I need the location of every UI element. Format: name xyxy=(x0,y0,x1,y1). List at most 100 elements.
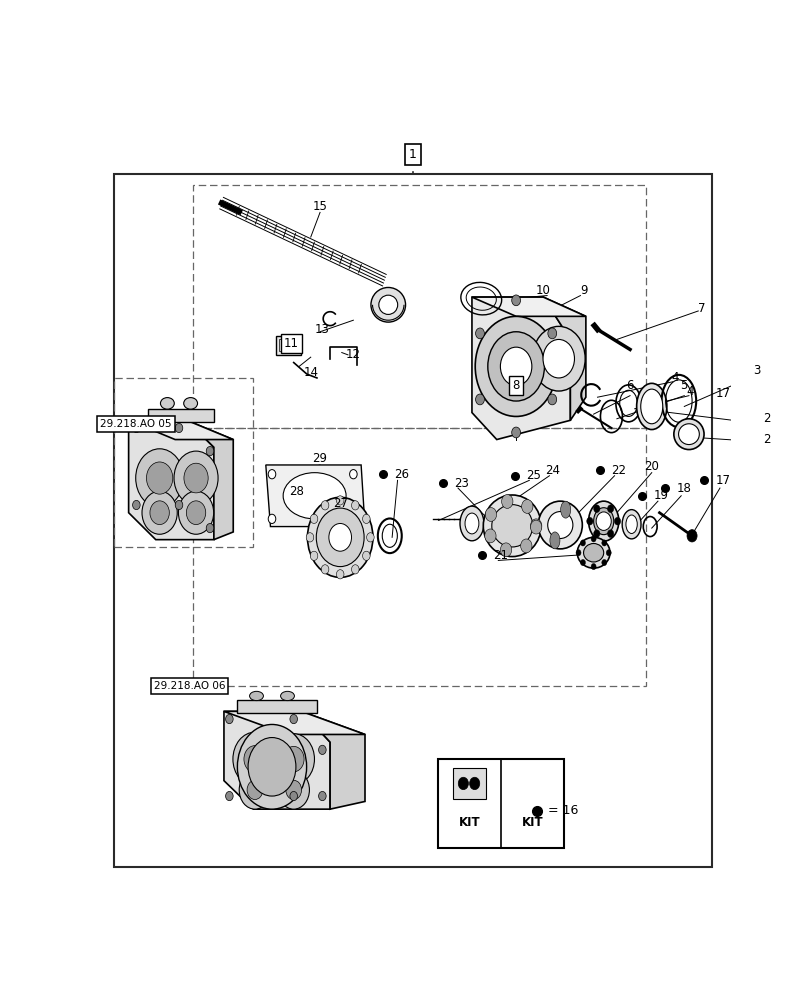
Circle shape xyxy=(310,551,317,560)
Circle shape xyxy=(590,564,595,570)
Circle shape xyxy=(530,519,541,533)
Circle shape xyxy=(351,501,358,510)
Polygon shape xyxy=(237,700,316,713)
Circle shape xyxy=(363,551,370,560)
Bar xyxy=(453,768,486,799)
Ellipse shape xyxy=(281,691,294,701)
Circle shape xyxy=(484,529,496,543)
Ellipse shape xyxy=(183,398,197,409)
Circle shape xyxy=(318,745,326,754)
Circle shape xyxy=(532,326,585,391)
Circle shape xyxy=(530,520,541,534)
Bar xyxy=(114,378,252,547)
Circle shape xyxy=(132,500,140,510)
Text: 4: 4 xyxy=(671,371,678,384)
Polygon shape xyxy=(128,420,233,440)
Text: 22: 22 xyxy=(611,464,625,477)
Polygon shape xyxy=(187,420,233,540)
Ellipse shape xyxy=(636,383,666,430)
Circle shape xyxy=(367,533,374,542)
Text: KIT: KIT xyxy=(521,816,543,829)
Circle shape xyxy=(321,565,328,574)
Circle shape xyxy=(175,500,182,510)
Text: 29: 29 xyxy=(312,452,327,465)
Circle shape xyxy=(290,791,297,801)
Circle shape xyxy=(593,530,599,537)
Circle shape xyxy=(686,530,696,542)
Circle shape xyxy=(233,732,277,786)
Circle shape xyxy=(321,501,328,510)
Circle shape xyxy=(475,394,484,405)
Circle shape xyxy=(174,451,218,505)
Ellipse shape xyxy=(249,691,263,701)
Polygon shape xyxy=(471,297,586,316)
Circle shape xyxy=(336,496,344,505)
Text: 13: 13 xyxy=(315,323,329,336)
Text: = 16: = 16 xyxy=(547,804,578,817)
Bar xyxy=(192,428,645,686)
Bar xyxy=(276,336,301,355)
Text: 3: 3 xyxy=(752,364,759,377)
Polygon shape xyxy=(265,465,365,527)
Text: 28: 28 xyxy=(289,485,304,498)
Circle shape xyxy=(307,497,372,577)
Text: 19: 19 xyxy=(653,489,667,502)
Ellipse shape xyxy=(625,515,637,533)
Text: 17: 17 xyxy=(714,387,730,400)
Circle shape xyxy=(511,295,520,306)
Text: 8: 8 xyxy=(512,379,519,392)
Circle shape xyxy=(580,540,585,546)
Polygon shape xyxy=(224,711,330,809)
Circle shape xyxy=(350,514,357,523)
Bar xyxy=(192,185,645,428)
Circle shape xyxy=(607,530,613,537)
Circle shape xyxy=(485,508,496,521)
Ellipse shape xyxy=(577,537,609,568)
Text: 2: 2 xyxy=(762,412,770,425)
Ellipse shape xyxy=(678,424,698,445)
Circle shape xyxy=(487,332,543,401)
Circle shape xyxy=(457,777,468,790)
Circle shape xyxy=(135,449,183,507)
Ellipse shape xyxy=(483,495,540,557)
Circle shape xyxy=(547,394,556,405)
Ellipse shape xyxy=(161,398,174,409)
Circle shape xyxy=(225,791,233,801)
Ellipse shape xyxy=(371,287,405,322)
Polygon shape xyxy=(301,711,365,809)
Ellipse shape xyxy=(491,505,532,547)
Circle shape xyxy=(142,491,177,534)
Text: 2: 2 xyxy=(762,433,770,446)
Circle shape xyxy=(277,771,309,809)
Text: 5: 5 xyxy=(680,379,687,392)
Text: 10: 10 xyxy=(535,284,550,297)
Text: 27: 27 xyxy=(333,497,347,510)
Text: 1: 1 xyxy=(409,148,416,161)
Ellipse shape xyxy=(673,419,703,450)
Circle shape xyxy=(475,328,484,339)
Polygon shape xyxy=(224,711,365,734)
Circle shape xyxy=(285,780,301,800)
Ellipse shape xyxy=(621,510,640,539)
Ellipse shape xyxy=(459,506,483,541)
Text: 20: 20 xyxy=(643,460,659,473)
Ellipse shape xyxy=(379,295,397,314)
Circle shape xyxy=(268,514,276,523)
Text: 14: 14 xyxy=(303,366,318,379)
Circle shape xyxy=(290,714,297,724)
Circle shape xyxy=(614,517,620,525)
Circle shape xyxy=(316,508,363,567)
Text: 9: 9 xyxy=(579,284,586,297)
Text: 6: 6 xyxy=(625,379,633,392)
Polygon shape xyxy=(128,420,213,540)
Circle shape xyxy=(601,540,606,546)
Circle shape xyxy=(306,533,313,542)
Ellipse shape xyxy=(560,501,570,518)
Circle shape xyxy=(132,423,140,433)
Circle shape xyxy=(595,512,611,530)
Circle shape xyxy=(178,491,213,534)
Circle shape xyxy=(150,501,169,525)
Circle shape xyxy=(268,470,276,479)
Circle shape xyxy=(543,339,573,378)
Text: 23: 23 xyxy=(453,477,469,490)
